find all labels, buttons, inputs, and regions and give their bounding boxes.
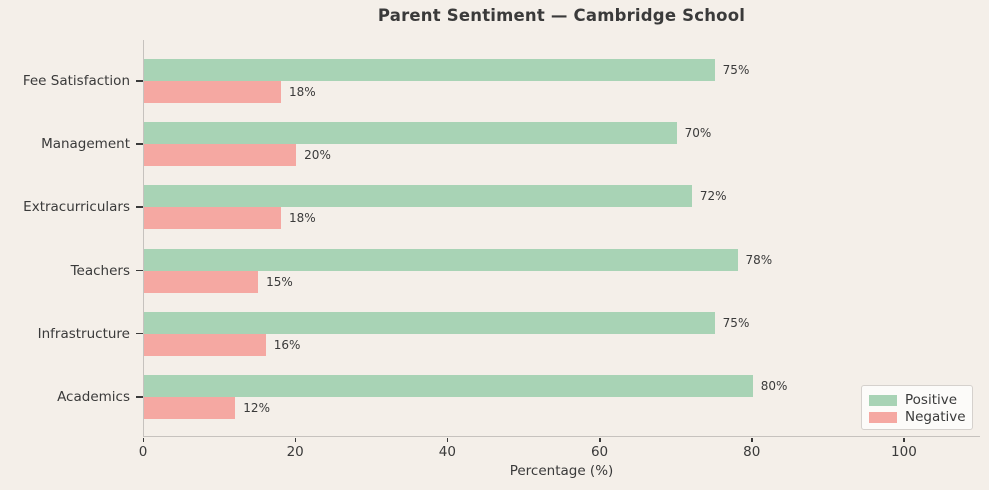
bar-value-label: 75% — [722, 63, 750, 77]
y-axis-category-label: Fee Satisfaction — [22, 73, 130, 89]
y-tick-mark — [136, 332, 143, 335]
bar-value-label: 16% — [273, 337, 301, 352]
bar-value-label: 18% — [288, 211, 316, 226]
y-tick-mark — [136, 269, 143, 272]
bar-value-label: 20% — [304, 148, 331, 163]
bar-positive — [144, 185, 692, 208]
legend-label: Positive — [905, 392, 958, 408]
x-tick-mark — [599, 438, 601, 442]
bar-negative — [144, 397, 236, 419]
bar-value-label: 12% — [243, 401, 270, 415]
bar-positive — [144, 248, 738, 271]
x-tick-label: 100 — [891, 444, 917, 460]
chart-title: Parent Sentiment — Cambridge School — [377, 6, 746, 25]
y-axis-category-label: Academics — [57, 389, 130, 405]
bar-value-label: 15% — [266, 274, 293, 289]
y-axis-line — [143, 40, 144, 437]
bar-positive — [144, 375, 753, 397]
legend-entry: Negative — [869, 409, 972, 425]
x-tick-label: 0 — [138, 444, 148, 460]
bar-positive — [144, 311, 715, 334]
x-tick-label: 60 — [590, 444, 609, 460]
y-axis-category-label: Infrastructure — [37, 325, 130, 342]
x-tick-label: 40 — [438, 444, 456, 460]
bar-value-label: 80% — [760, 379, 788, 393]
bar-negative — [144, 144, 297, 167]
x-tick-mark — [903, 438, 905, 442]
y-axis-category-label: Extracurriculars — [23, 199, 130, 216]
bar-value-label: 70% — [684, 126, 712, 141]
bar-negative — [144, 207, 281, 230]
y-tick-mark — [136, 396, 143, 398]
x-tick-label: 80 — [743, 444, 761, 460]
x-axis-line — [143, 436, 980, 437]
legend-swatch-negative — [869, 411, 897, 423]
x-tick-mark — [751, 438, 753, 442]
bar-negative — [144, 81, 281, 103]
plot-area: 75% 18% 70% 20% 72% 18% 78% 15% 75% 16% 80% 12% — [143, 40, 980, 437]
y-tick-mark — [136, 80, 143, 82]
bar-positive — [144, 122, 677, 145]
bar-value-label: 18% — [288, 85, 316, 99]
x-axis-title: Percentage (%) — [509, 463, 614, 479]
bar-positive — [144, 59, 715, 81]
y-axis-category-label: Teachers — [70, 262, 130, 279]
bar-value-label: 78% — [745, 252, 773, 267]
legend-swatch-positive — [869, 394, 897, 406]
bar-value-label: 72% — [699, 189, 727, 204]
y-tick-mark — [136, 206, 143, 208]
x-tick-label: 20 — [286, 444, 304, 460]
y-tick-mark — [136, 143, 143, 145]
bar-value-label: 75% — [722, 315, 750, 330]
x-tick-mark — [446, 438, 449, 442]
legend-label: Negative — [905, 409, 966, 425]
legend-rows: Positive Negative — [869, 392, 972, 425]
x-tick-mark — [294, 438, 297, 442]
legend: Positive Negative — [861, 385, 973, 430]
x-tick-mark — [142, 438, 144, 442]
legend-entry: Positive — [869, 392, 972, 408]
y-axis-category-label: Management — [41, 136, 130, 153]
bar-negative — [144, 270, 259, 293]
bar-negative — [144, 333, 266, 356]
